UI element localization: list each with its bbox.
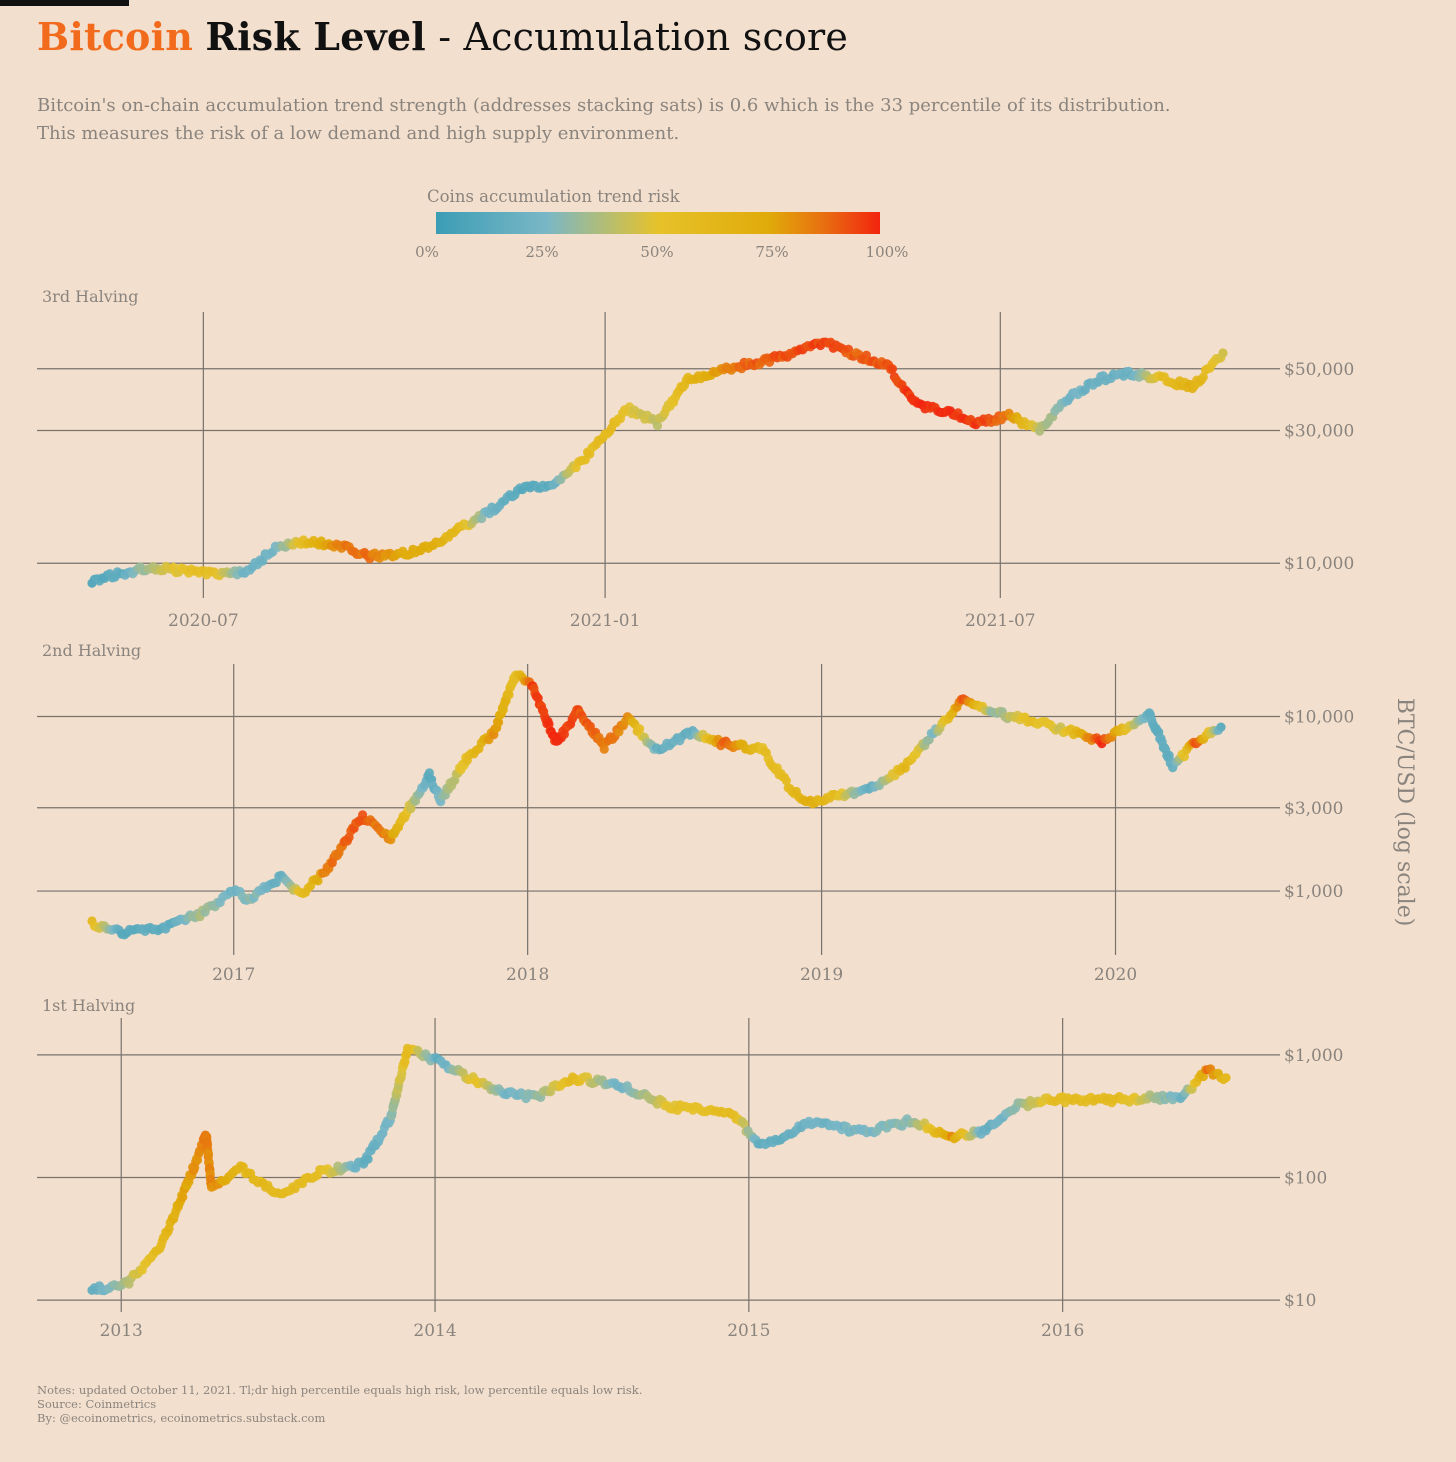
y-tick-label: $1,000 [1284, 882, 1343, 902]
y-tick-label: $30,000 [1284, 422, 1354, 442]
price-point [739, 1119, 749, 1129]
footer-notes: Notes: updated October 11, 2021. Tl;dr h… [37, 1383, 643, 1397]
price-point [1198, 372, 1208, 382]
price-point [1179, 752, 1189, 762]
title-suffix: - Accumulation score [438, 15, 849, 59]
y-tick-label: $10,000 [1284, 708, 1354, 728]
footer: Notes: updated October 11, 2021. Tl;dr h… [37, 1383, 642, 1425]
y-tick-label: $10 [1284, 1291, 1316, 1311]
price-point [599, 744, 609, 754]
series-points [87, 670, 1226, 940]
legend-tick-25: 25% [525, 243, 558, 261]
x-tick-label: 2020-07 [168, 611, 239, 631]
y-tick-label: $10,000 [1284, 554, 1354, 574]
price-point [504, 690, 514, 700]
panel-title-2nd-halving: 2nd Halving [42, 641, 141, 660]
price-point [203, 1149, 214, 1159]
x-tick-label: 2017 [212, 965, 255, 985]
top-accent-bar [0, 0, 129, 6]
y-tick-label: $3,000 [1284, 799, 1343, 819]
price-point [887, 364, 898, 374]
panel-3rd-halving: 3rd Halving 2020-07 2021-01 2021-07 $10,000… [37, 287, 1354, 631]
y-tick-label: $100 [1284, 1169, 1327, 1189]
x-tick-label: 2021-07 [965, 611, 1036, 631]
series-points [87, 337, 1228, 588]
price-point [1216, 722, 1226, 732]
x-tick-label: 2015 [727, 1321, 770, 1341]
price-point [1221, 1073, 1231, 1083]
price-point [313, 876, 323, 886]
legend-tick-75: 75% [755, 243, 788, 261]
subtitle-line-2: This measures the risk of a low demand a… [37, 123, 680, 144]
legend-tick-0: 0% [415, 243, 439, 261]
x-tick-label: 2016 [1041, 1321, 1084, 1341]
price-point [652, 421, 663, 431]
x-tick-label: 2014 [413, 1321, 456, 1341]
panel-2nd-halving: 2nd Halving 2017 2018 2019 2020 $1,000 $3,000… [37, 641, 1354, 985]
series-points [87, 1043, 1231, 1296]
title-risk-level: Risk Level [205, 14, 426, 59]
page-title: Bitcoin Risk Level - Accumulation score [37, 14, 848, 59]
price-point [494, 717, 504, 727]
price-point [1218, 348, 1228, 358]
y-tick-label: $50,000 [1284, 360, 1354, 380]
title-bitcoin: Bitcoin [37, 14, 194, 59]
subtitle: Bitcoin's on-chain accumulation trend st… [37, 92, 1337, 148]
footer-by: By: @ecoinometrics, ecoinometrics.substa… [37, 1411, 326, 1425]
panel-1st-halving: 1st Halving 2013 2014 2015 2016 $10 $100 $1,00… [37, 996, 1343, 1341]
legend-colorbar [436, 212, 880, 234]
y-axis-title: BTC/USD (log scale) [1392, 698, 1417, 927]
x-tick-label: 2021-01 [570, 611, 641, 631]
x-tick-label: 2018 [506, 965, 549, 985]
legend-title: Coins accumulation trend risk [427, 187, 681, 206]
x-tick-label: 2019 [800, 965, 843, 985]
y-tick-label: $1,000 [1284, 1046, 1343, 1066]
footer-source: Source: Coinmetrics [37, 1397, 157, 1411]
price-point [178, 1192, 188, 1202]
panel-title-3rd-halving: 3rd Halving [42, 287, 138, 306]
panel-title-1st-halving: 1st Halving [42, 996, 135, 1015]
price-point [363, 1154, 373, 1164]
price-point [635, 724, 645, 734]
legend-tick-100: 100% [866, 243, 909, 261]
x-tick-label: 2020 [1094, 965, 1137, 985]
legend-tick-50: 50% [640, 243, 673, 261]
x-tick-label: 2013 [100, 1321, 143, 1341]
price-point [781, 776, 792, 786]
subtitle-line-1: Bitcoin's on-chain accumulation trend st… [37, 95, 1171, 116]
